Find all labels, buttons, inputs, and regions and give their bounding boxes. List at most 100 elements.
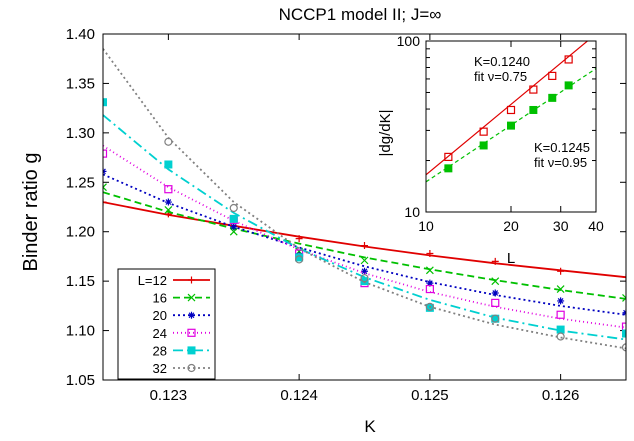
data-point bbox=[491, 257, 499, 265]
data-point bbox=[229, 214, 238, 223]
y-tick-label: 1.40 bbox=[66, 26, 95, 43]
legend-label: 16 bbox=[153, 291, 167, 306]
inset-data-point bbox=[529, 105, 538, 114]
inset-data-point bbox=[506, 105, 516, 115]
inset-data-point bbox=[529, 85, 538, 94]
inset-data-point bbox=[444, 152, 453, 162]
data-point bbox=[425, 302, 434, 311]
data-point bbox=[557, 297, 565, 305]
inset-x-tick-label: 40 bbox=[588, 218, 604, 234]
y-tick-label: 1.35 bbox=[66, 75, 95, 92]
inset-fit-line bbox=[426, 41, 589, 176]
y-tick-label: 1.30 bbox=[66, 125, 95, 142]
legend-label: L=12 bbox=[138, 273, 167, 288]
inset-data-point bbox=[564, 55, 573, 64]
data-point bbox=[103, 183, 107, 192]
data-point bbox=[103, 198, 107, 206]
inset-data-point bbox=[548, 93, 557, 102]
inset-annotation-k1245: K=0.1245 bbox=[534, 140, 590, 155]
legend-label: 20 bbox=[153, 308, 167, 323]
data-point bbox=[164, 160, 173, 169]
x-tick-label: 0.123 bbox=[150, 387, 188, 404]
chart-title: NCCP1 model II; J=∞ bbox=[279, 5, 442, 24]
data-point bbox=[622, 273, 626, 281]
inset-plot-frame bbox=[425, 40, 597, 213]
main-plot: 0.123 0.124 0.125 0.126 1.05 1.10 1.15 1.20 1.25… bbox=[66, 26, 627, 404]
inset-annotation-k1240: K=0.1240 bbox=[474, 54, 530, 69]
y-tick-label: 1.10 bbox=[66, 323, 95, 340]
data-point bbox=[556, 332, 565, 341]
legend-marker bbox=[188, 311, 195, 319]
y-tick-label: 1.15 bbox=[66, 273, 95, 290]
data-point bbox=[425, 266, 434, 275]
data-point bbox=[491, 289, 499, 297]
data-point bbox=[295, 255, 304, 264]
data-point bbox=[491, 314, 500, 323]
data-point bbox=[103, 98, 107, 107]
main-plot-frame bbox=[102, 33, 627, 381]
x-tick-label: 0.124 bbox=[280, 387, 318, 404]
legend-marker bbox=[187, 346, 196, 355]
y-tick-label: 1.25 bbox=[66, 174, 95, 191]
data-point bbox=[426, 279, 434, 287]
data-point bbox=[164, 198, 172, 206]
y-tick-label: 1.20 bbox=[66, 224, 95, 241]
inset-data-point bbox=[564, 81, 573, 90]
inset-y-tick-label: 10 bbox=[404, 204, 420, 220]
data-point bbox=[622, 329, 626, 338]
data-point bbox=[426, 249, 434, 257]
inset-data-point bbox=[479, 127, 488, 136]
inset-x-tick-label: 10 bbox=[418, 218, 434, 234]
inset-x-axis-label: L bbox=[507, 250, 515, 267]
data-point bbox=[556, 310, 565, 319]
inset-data-point bbox=[444, 164, 453, 173]
data-point bbox=[557, 267, 565, 275]
legend-marker bbox=[187, 363, 196, 373]
data-point bbox=[556, 285, 565, 293]
legend-marker bbox=[187, 328, 196, 337]
data-point bbox=[230, 223, 238, 231]
series-line bbox=[103, 173, 626, 316]
data-point bbox=[164, 137, 173, 146]
x-tick-label: 0.125 bbox=[411, 387, 449, 404]
inset-series-group bbox=[426, 41, 596, 183]
data-point bbox=[491, 298, 500, 307]
main-series-group bbox=[103, 48, 626, 352]
legend-box bbox=[117, 268, 216, 380]
inset-annotation-fit-075: fit ν=0.75 bbox=[474, 69, 527, 84]
data-point bbox=[361, 267, 368, 275]
data-point bbox=[621, 343, 626, 352]
data-point bbox=[164, 185, 173, 194]
data-point bbox=[361, 242, 368, 250]
data-point bbox=[164, 206, 173, 214]
data-point bbox=[229, 227, 238, 236]
series-line bbox=[103, 191, 626, 300]
legend-marker bbox=[187, 293, 196, 302]
inset-x-tick-label: 20 bbox=[503, 218, 519, 234]
data-point bbox=[103, 149, 108, 158]
inset-data-point bbox=[479, 141, 488, 150]
data-point bbox=[556, 325, 565, 334]
x-tick-label: 0.126 bbox=[542, 387, 580, 404]
inset-data-point bbox=[507, 121, 515, 130]
inset-y-axis-label: |dg/dK| bbox=[377, 110, 394, 157]
legend-label: 28 bbox=[153, 343, 167, 358]
y-tick-label: 1.05 bbox=[66, 372, 95, 389]
data-point bbox=[295, 235, 303, 243]
inset-annotation-fit-095: fit ν=0.95 bbox=[534, 155, 587, 170]
data-point bbox=[229, 203, 238, 213]
x-axis-label: K bbox=[364, 417, 376, 436]
data-point bbox=[360, 256, 369, 265]
inset-data-point bbox=[548, 71, 557, 81]
inset-x-tick-label: 30 bbox=[553, 218, 569, 234]
data-point bbox=[360, 274, 369, 283]
legend: L=12 16 20 24 28 32 bbox=[117, 268, 216, 380]
data-point bbox=[425, 284, 434, 294]
inset-y-tick-label: 100 bbox=[397, 33, 421, 49]
y-axis-label: Binder ratio g bbox=[20, 153, 42, 272]
data-point bbox=[621, 322, 626, 331]
data-point bbox=[491, 277, 500, 286]
data-point bbox=[622, 294, 626, 302]
legend-label: 32 bbox=[153, 361, 167, 376]
